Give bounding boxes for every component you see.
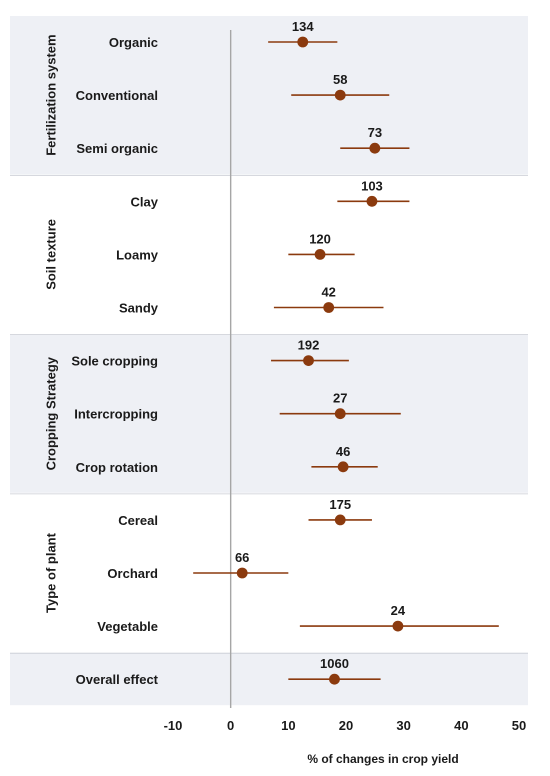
sample-size-label: 73 [368, 125, 382, 140]
effect-size-point [337, 461, 349, 473]
group-band [10, 653, 528, 706]
category-label: Semi organic [76, 141, 158, 156]
effect-size-point [369, 142, 381, 154]
x-axis-title: % of changes in crop yield [307, 752, 458, 766]
x-tick-label: 10 [281, 718, 295, 733]
category-label: Loamy [116, 247, 159, 262]
sample-size-label: 120 [309, 231, 331, 246]
effect-size-point [329, 673, 340, 685]
effect-size-point [297, 36, 309, 48]
group-labels: Fertilization system Soil texture Cropping… [43, 34, 58, 613]
forest-row: Sandy 42 [119, 285, 384, 316]
sample-size-label: 46 [336, 444, 350, 459]
forest-row: Organic 134 [109, 19, 338, 50]
forest-row: Loamy 120 [116, 231, 355, 262]
effect-size-point [236, 567, 248, 579]
effect-size-point [303, 355, 314, 366]
forest-row: Conventional 58 [76, 72, 390, 103]
effect-size-point [323, 302, 335, 313]
x-axis: -10 0 10 20 30 40 50 [164, 718, 527, 733]
sample-size-label: 66 [235, 550, 249, 565]
sample-size-label: 27 [333, 391, 347, 406]
effect-size-point [392, 620, 404, 632]
forest-row: Cereal 175 [118, 497, 372, 528]
forest-row: Vegetable 24 [97, 603, 499, 634]
category-label: Cereal [118, 513, 158, 528]
forest-row: Sole cropping 192 [71, 338, 349, 369]
effect-size-point [334, 89, 346, 101]
category-label: Overall effect [76, 672, 159, 687]
forest-row: Orchard 66 [107, 550, 289, 581]
effect-size-point [314, 249, 326, 260]
group-label: Fertilization system [43, 34, 58, 155]
forest-row: Intercropping 27 [74, 391, 401, 422]
x-tick-label: -10 [164, 718, 183, 733]
sample-size-label: 58 [333, 72, 347, 87]
forest-row: Crop rotation 46 [76, 444, 378, 475]
sample-size-label: 103 [361, 178, 383, 193]
data-rows: Organic 134 Conventional 58 Semi organic 73 Cl… [71, 19, 499, 687]
x-tick-label: 40 [454, 718, 468, 733]
category-label: Clay [131, 194, 159, 209]
category-label: Intercropping [74, 407, 158, 422]
group-label: Type of plant [43, 532, 58, 613]
x-tick-label: 30 [396, 718, 410, 733]
category-label: Crop rotation [76, 460, 158, 475]
effect-size-point [334, 408, 346, 420]
category-label: Organic [109, 35, 158, 50]
forest-row: Overall effect 1060 [76, 656, 381, 687]
sample-size-label: 24 [391, 603, 406, 618]
effect-size-point [366, 195, 378, 207]
group-label: Cropping Strategy [43, 356, 58, 470]
sample-size-label: 42 [321, 285, 335, 300]
category-label: Vegetable [97, 619, 158, 634]
group-band [10, 334, 528, 493]
group-label: Soil texture [43, 219, 58, 290]
sample-size-label: 192 [298, 338, 320, 353]
forest-row: Semi organic 73 [76, 125, 410, 156]
x-tick-label: 50 [512, 718, 526, 733]
category-label: Sandy [119, 301, 159, 316]
sample-size-label: 134 [292, 19, 314, 34]
sample-size-label: 175 [329, 497, 351, 512]
effect-size-point [334, 514, 346, 526]
x-tick-label: 20 [339, 718, 353, 733]
category-label: Conventional [76, 88, 158, 103]
category-label: Sole cropping [71, 354, 158, 369]
sample-size-label: 1060 [320, 656, 349, 671]
forest-row: Clay 103 [131, 178, 410, 209]
x-tick-label: 0 [227, 718, 234, 733]
category-label: Orchard [107, 566, 158, 581]
